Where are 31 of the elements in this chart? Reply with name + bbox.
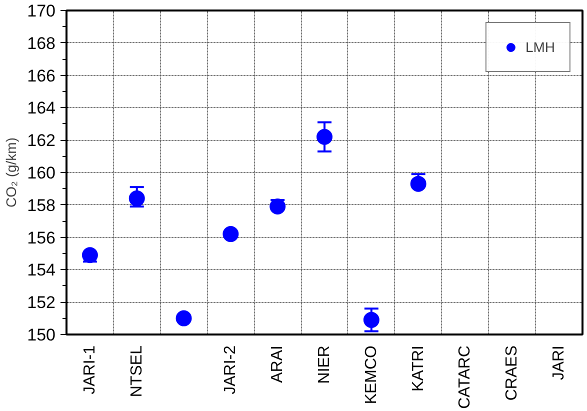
point [176,310,192,326]
legend-label: LMH [525,39,555,55]
x-tick-label: NTSEL [128,345,146,398]
y-tick-label: 162 [27,131,56,150]
y-tick-label: 158 [27,196,56,215]
x-tick-label: CATARC [456,346,474,409]
point [82,247,98,264]
point [316,128,332,145]
y-tick-label: 154 [27,260,56,280]
x-tick-label: ARAI [269,346,286,383]
y-tick-label: 168 [27,34,56,53]
y-axis-title: CO₂ (g/km) [3,137,20,208]
point [270,198,286,215]
y-tick-label: 170 [27,2,56,20]
point [128,190,145,206]
point [222,226,239,242]
x-tick-label: KEMCO [362,346,380,404]
x-tick-label: NIER [316,345,333,384]
y-tick-label: 152 [27,293,56,312]
y-tick-label: 166 [27,66,56,86]
y-tick-label: 164 [27,98,56,118]
point [363,312,380,328]
x-tick-label: JARI-2 [222,345,240,394]
x-tick-label: JARI [550,346,568,380]
x-tick-label: CRAES [504,346,521,401]
x-tick-label: KATRI [410,345,427,392]
y-tick-label: 150 [27,326,56,344]
point [410,176,426,192]
x-tick-label: JARI-1 [81,345,98,394]
y-tick-label: 160 [27,164,56,182]
y-tick-label: 156 [27,228,56,248]
